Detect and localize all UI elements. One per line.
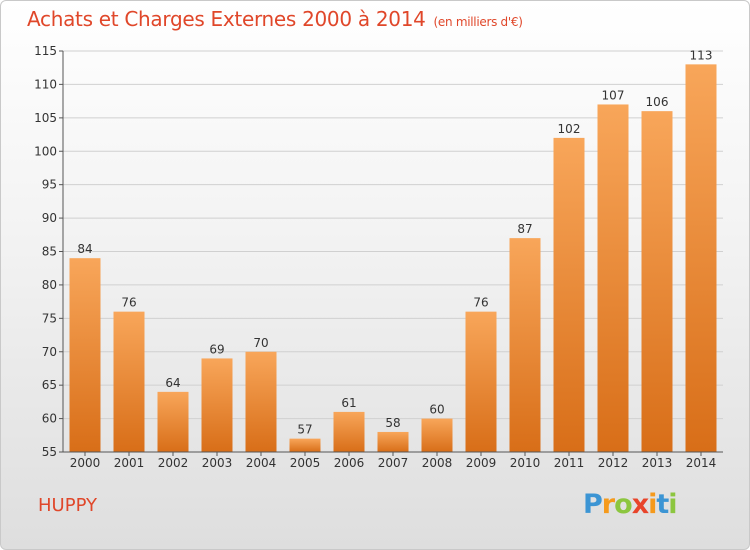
x-tick-label-2006: 2006 <box>334 456 365 470</box>
y-tick-label: 90 <box>42 211 57 225</box>
logo-letter: P <box>583 489 603 520</box>
x-tick-label-2009: 2009 <box>466 456 497 470</box>
bar-2002 <box>157 391 189 452</box>
bar-2001 <box>113 311 145 452</box>
data-label-2003: 69 <box>209 342 224 356</box>
bar-2010 <box>509 238 541 452</box>
data-label-2014: 113 <box>690 48 713 62</box>
x-tick-label-2011: 2011 <box>554 456 585 470</box>
logo-letter: t <box>656 489 669 520</box>
logo-letter: x <box>631 489 649 520</box>
y-tick-label: 75 <box>42 311 57 325</box>
logo-letter: i <box>648 489 657 520</box>
bar-2000 <box>69 258 101 452</box>
y-tick-label: 70 <box>42 345 57 359</box>
x-tick-label-2004: 2004 <box>246 456 277 470</box>
x-tick-label-2008: 2008 <box>422 456 453 470</box>
bar-2007 <box>377 431 409 452</box>
bar-2005 <box>289 438 321 452</box>
y-tick-label: 85 <box>42 245 57 259</box>
y-tick-label: 105 <box>34 111 57 125</box>
x-tick-label-2002: 2002 <box>158 456 189 470</box>
data-label-2001: 76 <box>121 296 136 310</box>
bar-2008 <box>421 418 453 452</box>
bar-2003 <box>201 358 233 452</box>
data-label-2000: 84 <box>77 242 92 256</box>
y-tick-label: 95 <box>42 178 57 192</box>
data-label-2005: 57 <box>297 423 312 437</box>
y-tick-label: 80 <box>42 278 57 292</box>
data-label-2009: 76 <box>473 296 488 310</box>
bar-2004 <box>245 351 277 452</box>
x-tick-label-2012: 2012 <box>598 456 629 470</box>
chart-title-block: Achats et Charges Externes 2000 à 2014 (e… <box>27 7 523 31</box>
data-label-2013: 106 <box>646 95 669 109</box>
bar-2014 <box>685 64 717 452</box>
logo-letter: i <box>668 489 677 520</box>
bar-2012 <box>597 104 629 452</box>
logo-letter: o <box>614 489 633 520</box>
bar-2009 <box>465 311 497 452</box>
bar-2006 <box>333 411 365 452</box>
data-label-2002: 64 <box>165 376 180 390</box>
x-tick-label-2001: 2001 <box>114 456 145 470</box>
bar-2013 <box>641 111 673 453</box>
data-label-2011: 102 <box>558 122 581 136</box>
x-tick-label-2014: 2014 <box>686 456 717 470</box>
data-label-2008: 60 <box>429 403 444 417</box>
x-tick-label-2003: 2003 <box>202 456 233 470</box>
y-tick-label: 60 <box>42 412 57 426</box>
y-tick-label: 110 <box>34 77 57 91</box>
data-label-2006: 61 <box>341 396 356 410</box>
chart-subtitle: (en milliers d'€) <box>433 15 523 29</box>
proxiti-logo: Proxiti <box>583 489 678 520</box>
data-label-2010: 87 <box>517 222 532 236</box>
chart-title: Achats et Charges Externes 2000 à 2014 <box>27 7 426 31</box>
y-tick-label: 65 <box>42 378 57 392</box>
x-tick-label-2007: 2007 <box>378 456 409 470</box>
x-tick-label-2000: 2000 <box>70 456 101 470</box>
y-tick-label: 100 <box>34 144 57 158</box>
x-tick-label-2010: 2010 <box>510 456 541 470</box>
data-label-2007: 58 <box>385 416 400 430</box>
data-label-2012: 107 <box>602 88 625 102</box>
x-tick-label-2013: 2013 <box>642 456 673 470</box>
bar-2011 <box>553 137 585 452</box>
x-tick-label-2005: 2005 <box>290 456 321 470</box>
logo-letter: r <box>601 489 615 520</box>
data-label-2004: 70 <box>253 336 268 350</box>
y-tick-label: 115 <box>34 44 57 58</box>
commune-name: HUPPY <box>38 495 98 516</box>
y-tick-label: 55 <box>42 445 57 459</box>
